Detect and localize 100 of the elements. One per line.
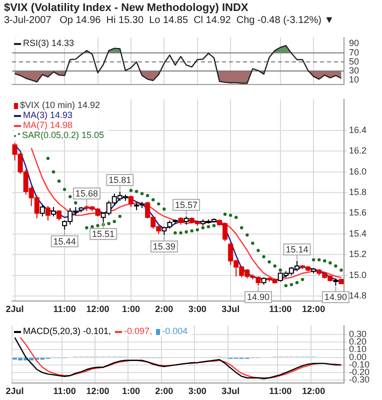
point bbox=[179, 231, 182, 234]
point bbox=[206, 225, 210, 228]
legend-label: MA(7) 14.98 bbox=[23, 120, 73, 130]
point bbox=[323, 259, 326, 262]
y-tick-label: 15.4 bbox=[349, 228, 367, 238]
point bbox=[268, 260, 271, 264]
y-tick-label: 0.30 bbox=[349, 329, 367, 340]
annotation: 15.14 bbox=[286, 244, 308, 254]
point bbox=[162, 207, 166, 211]
x-tick-label: 1:00 bbox=[122, 386, 140, 396]
y-tick-label: 50 bbox=[349, 56, 360, 66]
x-tick-label: 11:00 bbox=[269, 386, 292, 396]
annotation: 14.90 bbox=[246, 292, 270, 302]
point bbox=[312, 258, 316, 262]
point bbox=[278, 268, 282, 272]
point bbox=[284, 284, 288, 288]
x-tick-label: 3:00 bbox=[188, 304, 206, 314]
chart-title: $VIX (Volatility Index - New Methodology) INDX bbox=[4, 2, 248, 14]
legend-label: MA(3) 14.93 bbox=[23, 110, 73, 120]
legend-label: -0.004 bbox=[162, 326, 188, 336]
y-tick-label: 0.10 bbox=[349, 344, 367, 354]
y-tick-label: 16.0 bbox=[349, 166, 367, 176]
point bbox=[328, 261, 332, 265]
point bbox=[334, 264, 338, 268]
y-tick-label: 15.8 bbox=[349, 187, 367, 198]
annotation: 14.90 bbox=[324, 292, 347, 302]
point bbox=[340, 268, 343, 272]
point bbox=[251, 242, 254, 245]
legend-label: $VIX (10 min) 14.92 bbox=[20, 100, 100, 110]
x-tick-label: 2:00 bbox=[155, 386, 174, 396]
y-tick-label: 70 bbox=[349, 47, 360, 58]
annotation: 15.81 bbox=[108, 174, 132, 185]
point bbox=[273, 264, 276, 268]
point bbox=[190, 229, 194, 232]
point bbox=[262, 255, 266, 258]
point bbox=[134, 190, 138, 194]
x-tick-label: 12:00 bbox=[86, 304, 110, 314]
x-tick-label: 3Jul bbox=[222, 304, 240, 314]
x-tick-label: 3Jul bbox=[222, 386, 240, 396]
point bbox=[256, 248, 260, 252]
annotation: 15.44 bbox=[53, 236, 76, 246]
point bbox=[68, 195, 72, 198]
x-tick-label: 11:00 bbox=[53, 304, 76, 314]
legend-label: RSI(3) 14.33 bbox=[23, 38, 74, 48]
x-tick-label: 11:00 bbox=[53, 386, 76, 396]
legend-label: -0.097, bbox=[124, 326, 152, 336]
point bbox=[85, 226, 88, 230]
y-tick-label: 0.00 bbox=[349, 352, 367, 362]
x-tick-label: 12:00 bbox=[86, 386, 110, 396]
point bbox=[57, 180, 61, 183]
annotation: 15.51 bbox=[92, 229, 115, 240]
point bbox=[107, 222, 110, 226]
point bbox=[223, 212, 227, 216]
point bbox=[240, 226, 244, 230]
point bbox=[174, 231, 177, 234]
x-tick-label: 11:00 bbox=[269, 304, 292, 314]
y-tick-label: 16.2 bbox=[349, 146, 367, 156]
point bbox=[140, 192, 144, 196]
point bbox=[129, 188, 133, 192]
y-tick-label: 16.4 bbox=[349, 124, 367, 135]
x-tick-label: 12:00 bbox=[302, 304, 326, 314]
point bbox=[146, 194, 150, 198]
legend-label: SAR(0.05,0.2) 15.05 bbox=[22, 130, 104, 140]
y-tick-label: 90 bbox=[349, 38, 360, 48]
y-tick-label: 14.8 bbox=[349, 290, 367, 301]
point bbox=[196, 228, 199, 232]
y-tick-label: 15.6 bbox=[349, 208, 367, 218]
y-tick-label: 15.0 bbox=[349, 270, 367, 280]
point bbox=[228, 214, 232, 217]
point bbox=[52, 170, 56, 174]
y-tick-label: 15.2 bbox=[349, 249, 367, 260]
point bbox=[201, 226, 204, 230]
y-tick-label: -0.30 bbox=[349, 374, 370, 385]
point bbox=[157, 202, 160, 206]
x-tick-label: 2:00 bbox=[155, 304, 174, 314]
point bbox=[295, 280, 299, 284]
chart-subtitle: 3-Jul-2007 Op 14.96 Hi 15.30 Lo 14.85 Cl 14.92 Chg -0.48 (-3.12%) ▼ bbox=[4, 15, 334, 26]
point bbox=[212, 224, 216, 228]
y-tick-label: -0.10 bbox=[349, 359, 370, 370]
x-tick-label: 1:00 bbox=[122, 304, 140, 314]
annotation: 15.39 bbox=[152, 241, 176, 252]
point bbox=[90, 225, 94, 228]
point bbox=[46, 156, 50, 160]
y-tick-label: 10 bbox=[349, 74, 360, 85]
y-tick-label: 0.20 bbox=[349, 336, 367, 347]
point bbox=[234, 216, 238, 219]
annotation: 15.57 bbox=[175, 200, 198, 210]
point bbox=[152, 198, 155, 202]
x-tick-label: 2Jul bbox=[6, 304, 24, 314]
legend-label: MACD(5,20,3) -0.101, bbox=[23, 326, 112, 336]
point bbox=[290, 283, 294, 286]
point bbox=[118, 214, 122, 218]
point bbox=[246, 233, 249, 237]
annotation: 15.68 bbox=[75, 188, 98, 198]
y-tick-label: -0.20 bbox=[349, 367, 370, 378]
x-tick-label: 3:00 bbox=[188, 386, 206, 396]
point bbox=[318, 258, 321, 262]
point bbox=[96, 224, 100, 228]
point bbox=[74, 201, 78, 204]
point bbox=[184, 230, 188, 234]
